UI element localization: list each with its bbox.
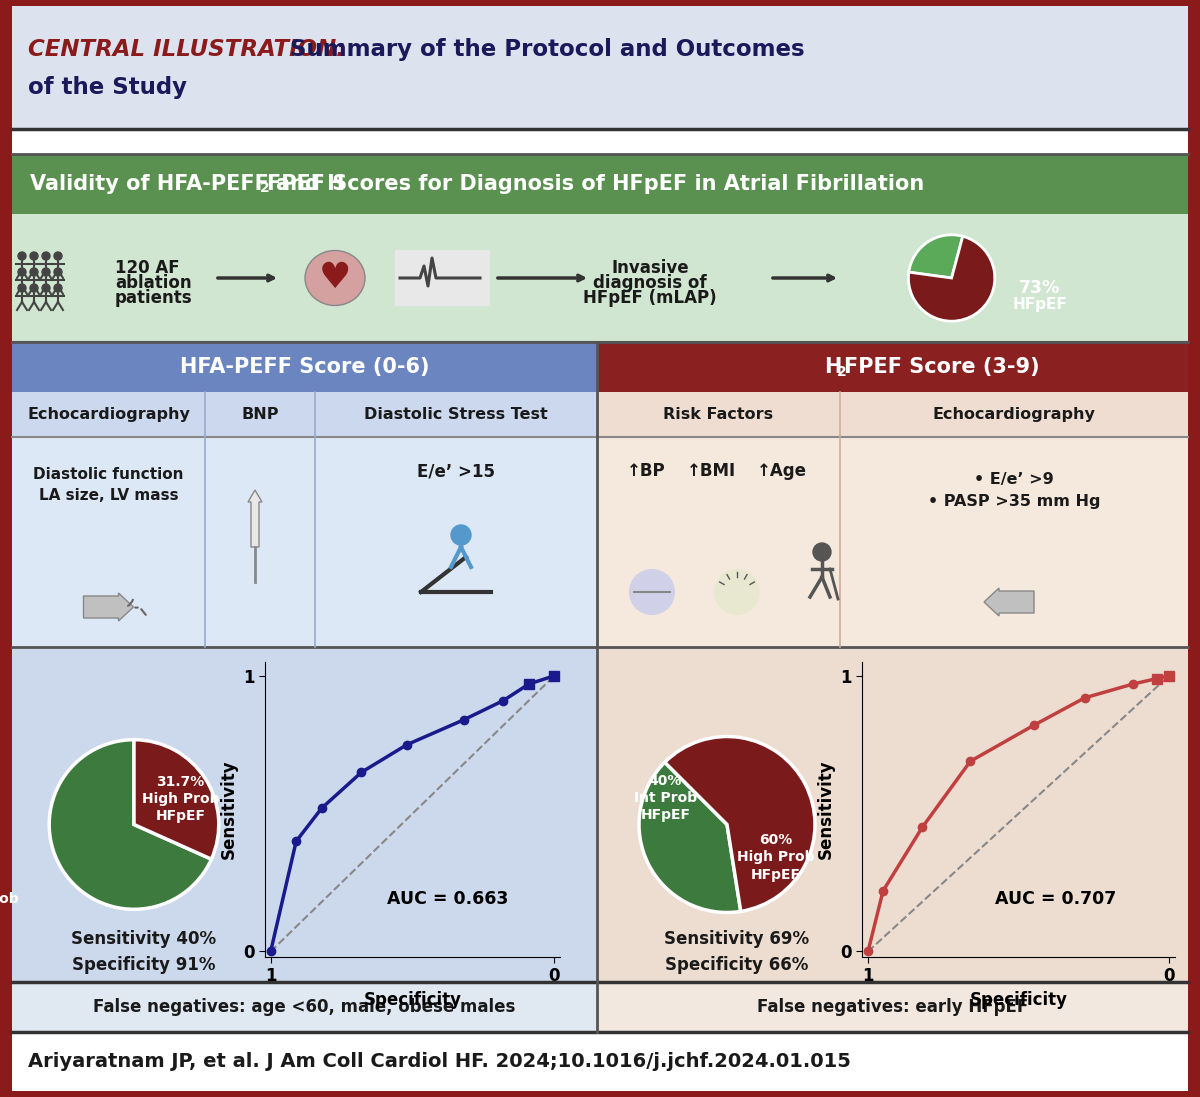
Text: diagnosis of: diagnosis of <box>593 274 707 292</box>
Text: Invasive: Invasive <box>611 259 689 278</box>
FancyArrow shape <box>84 593 133 621</box>
Circle shape <box>630 570 674 614</box>
Text: CENTRAL ILLUSTRATION:: CENTRAL ILLUSTRATION: <box>28 38 346 61</box>
Wedge shape <box>134 739 218 859</box>
FancyBboxPatch shape <box>12 647 598 982</box>
Text: FPEF Scores for Diagnosis of HFpEF in Atrial Fibrillation: FPEF Scores for Diagnosis of HFpEF in At… <box>266 174 924 194</box>
Text: HFA-PEFF Score (0-6): HFA-PEFF Score (0-6) <box>180 357 430 377</box>
Circle shape <box>30 252 38 260</box>
Text: of the Study: of the Study <box>28 76 187 99</box>
Text: Echocardiography: Echocardiography <box>28 407 190 422</box>
FancyBboxPatch shape <box>12 5 1188 1092</box>
Text: No HFpEF: No HFpEF <box>911 259 979 273</box>
Circle shape <box>814 543 830 561</box>
Text: ↑BP: ↑BP <box>628 462 666 480</box>
Wedge shape <box>640 762 740 913</box>
FancyBboxPatch shape <box>598 437 1188 647</box>
FancyBboxPatch shape <box>12 392 598 437</box>
FancyBboxPatch shape <box>598 342 1188 392</box>
X-axis label: Specificity: Specificity <box>970 991 1068 1009</box>
Text: False negatives: age <60, male, obese males: False negatives: age <60, male, obese ma… <box>94 998 516 1016</box>
Circle shape <box>30 268 38 276</box>
Text: Sensitivity 69%
Specificity 66%: Sensitivity 69% Specificity 66% <box>665 930 810 973</box>
Text: ♥: ♥ <box>319 261 352 295</box>
Text: FPEF Score (3-9): FPEF Score (3-9) <box>845 357 1040 377</box>
Text: Validity of HFA-PEFF and H: Validity of HFA-PEFF and H <box>30 174 344 194</box>
FancyBboxPatch shape <box>395 250 490 306</box>
Text: ablation: ablation <box>115 274 192 292</box>
FancyBboxPatch shape <box>598 982 1188 1032</box>
Text: Summary of the Protocol and Outcomes: Summary of the Protocol and Outcomes <box>282 38 805 61</box>
Text: ↑Age: ↑Age <box>757 462 808 480</box>
Circle shape <box>18 252 26 260</box>
Circle shape <box>42 252 50 260</box>
Text: 120 AF: 120 AF <box>115 259 180 278</box>
Wedge shape <box>665 736 815 912</box>
Y-axis label: Sensitivity: Sensitivity <box>816 760 834 859</box>
Circle shape <box>30 284 38 292</box>
Text: 60%
High Prob
HFpEF: 60% High Prob HFpEF <box>737 834 814 882</box>
Circle shape <box>54 268 62 276</box>
FancyBboxPatch shape <box>12 5 1188 129</box>
Text: AUC = 0.663: AUC = 0.663 <box>388 890 509 908</box>
Text: BNP: BNP <box>241 407 278 422</box>
Text: Diastolic function
LA size, LV mass: Diastolic function LA size, LV mass <box>34 467 184 504</box>
X-axis label: Specificity: Specificity <box>364 991 462 1009</box>
Text: False negatives: early HFpEF: False negatives: early HFpEF <box>757 998 1028 1016</box>
Text: 31.7%
High Prob
HFpEF: 31.7% High Prob HFpEF <box>142 774 220 824</box>
Text: • E/e’ >9
• PASP >35 mm Hg: • E/e’ >9 • PASP >35 mm Hg <box>928 472 1100 509</box>
FancyBboxPatch shape <box>12 154 1188 214</box>
Circle shape <box>54 252 62 260</box>
FancyBboxPatch shape <box>12 129 1188 154</box>
Circle shape <box>18 284 26 292</box>
Text: Diastolic Stress Test: Diastolic Stress Test <box>364 407 548 422</box>
Text: AUC = 0.707: AUC = 0.707 <box>996 890 1117 908</box>
Text: 2: 2 <box>260 181 270 195</box>
Text: 40%
Int Prob
HFpEF: 40% Int Prob HFpEF <box>634 773 697 823</box>
Circle shape <box>451 525 470 545</box>
Text: Echocardiography: Echocardiography <box>932 407 1096 422</box>
Text: Ariyaratnam JP, et al. J Am Coll Cardiol HF. 2024;10.1016/j.jchf.2024.01.015: Ariyaratnam JP, et al. J Am Coll Cardiol… <box>28 1052 851 1071</box>
Text: 68.3%
Low/Int Prob
HFpEF: 68.3% Low/Int Prob HFpEF <box>0 874 18 923</box>
Text: E/e’ >15: E/e’ >15 <box>418 462 496 480</box>
Circle shape <box>18 268 26 276</box>
Text: 2: 2 <box>836 365 846 378</box>
Ellipse shape <box>305 250 365 305</box>
FancyBboxPatch shape <box>12 1032 1188 1092</box>
Circle shape <box>42 284 50 292</box>
Text: ↑BMI: ↑BMI <box>686 462 736 480</box>
Text: HFpEF (mLAP): HFpEF (mLAP) <box>583 289 716 307</box>
FancyBboxPatch shape <box>12 437 598 647</box>
Text: HFpEF: HFpEF <box>1013 296 1067 312</box>
Wedge shape <box>49 739 211 909</box>
Text: patients: patients <box>115 289 193 307</box>
FancyBboxPatch shape <box>12 982 598 1032</box>
Text: 27%: 27% <box>926 242 964 258</box>
Text: Risk Factors: Risk Factors <box>664 407 774 422</box>
Circle shape <box>42 268 50 276</box>
Text: Sensitivity 40%
Specificity 91%: Sensitivity 40% Specificity 91% <box>72 930 216 973</box>
Wedge shape <box>908 235 962 278</box>
FancyBboxPatch shape <box>598 647 1188 982</box>
Wedge shape <box>908 236 995 321</box>
FancyBboxPatch shape <box>12 214 1188 342</box>
Y-axis label: Sensitivity: Sensitivity <box>220 760 238 859</box>
Circle shape <box>715 570 760 614</box>
FancyArrow shape <box>248 490 262 547</box>
FancyArrow shape <box>984 588 1034 617</box>
Text: 73%: 73% <box>1019 279 1061 297</box>
Text: H: H <box>824 357 842 377</box>
FancyBboxPatch shape <box>12 342 598 392</box>
FancyBboxPatch shape <box>598 392 1188 437</box>
Circle shape <box>54 284 62 292</box>
